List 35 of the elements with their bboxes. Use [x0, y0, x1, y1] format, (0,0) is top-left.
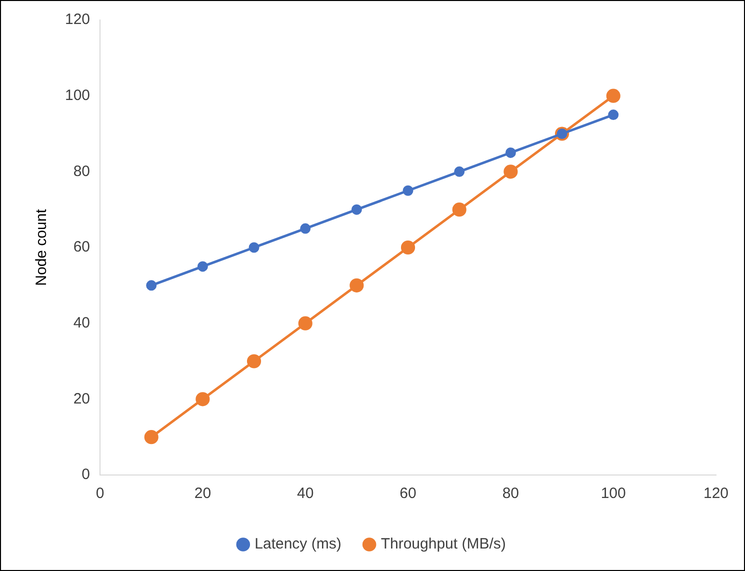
point: [452, 202, 466, 217]
x-tick-label: 40: [297, 485, 314, 502]
point: [144, 430, 158, 444]
x-tick-label: 120: [703, 485, 729, 502]
point: [298, 316, 312, 330]
y-tick-label: 80: [73, 162, 90, 180]
y-tick-label: 0: [82, 466, 90, 484]
point: [505, 147, 516, 158]
point: [608, 110, 619, 120]
point: [400, 240, 416, 255]
x-tick-label: 80: [502, 485, 520, 502]
y-tick-label: 40: [73, 314, 90, 332]
x-tick-label: 0: [96, 485, 104, 502]
point: [197, 261, 208, 272]
point: [504, 164, 518, 179]
point: [351, 204, 362, 215]
point: [402, 185, 414, 196]
point: [350, 278, 364, 292]
y-axis-title: Node count: [33, 208, 50, 286]
y-tick-label: 120: [64, 11, 90, 28]
x-tick-label: 20: [194, 485, 212, 502]
y-tick-label: 100: [64, 86, 90, 104]
point: [300, 223, 311, 234]
x-tick-label: 100: [600, 485, 626, 502]
y-tick-label: 20: [73, 390, 90, 408]
point: [146, 280, 157, 291]
legend-label: Latency (ms): [254, 536, 342, 553]
point: [454, 166, 465, 177]
y-tick-label: 60: [73, 238, 90, 256]
point: [246, 354, 262, 368]
legend-label: Throughput (MB/s): [380, 536, 506, 553]
point: [196, 392, 210, 406]
point: [248, 242, 260, 253]
point: [606, 88, 620, 103]
x-tick-label: 60: [400, 485, 416, 502]
